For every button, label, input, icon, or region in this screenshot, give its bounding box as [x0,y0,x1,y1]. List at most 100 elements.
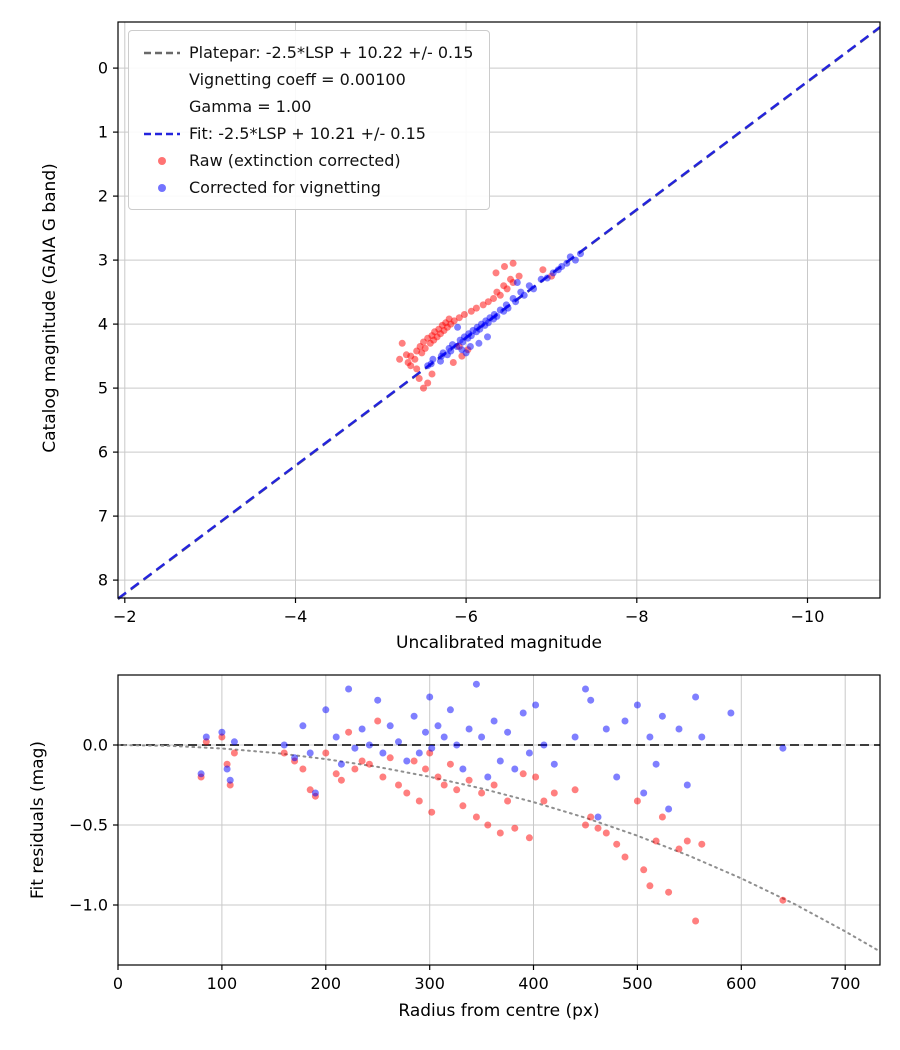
legend-label-raw: Raw (extinction corrected) [189,151,401,170]
scatter-point [517,288,525,296]
scatter-point [415,797,423,805]
plot-1-series-0 [197,717,787,925]
plot-0-frame [117,21,881,599]
scatter-point [484,773,492,781]
scatter-point [501,263,508,270]
plot-0-y-tick-label: 8 [98,571,108,590]
scatter-point [230,749,238,757]
scatter-point [507,275,514,283]
scatter-point [337,776,345,784]
scatter-point [587,696,595,704]
plot-1-x-tick-label: 300 [414,974,445,993]
scatter-point [658,712,666,720]
scatter-point [490,311,498,318]
scatter-point [509,295,517,302]
fit-dashed-line-icon [139,127,185,141]
scatter-point [665,805,673,813]
legend-item-raw: Raw (extinction corrected) [139,147,473,174]
scatter-point [351,744,359,752]
plot-1-ticks: 0 100 200 300 400 500 600 700 0.0 −0.5 −1.0 [69,736,860,994]
scatter-point [513,279,521,286]
scatter-point [422,728,429,736]
scatter-point [415,749,423,757]
plot-0-y-tick-label: 7 [98,507,108,526]
scatter-point [550,789,558,797]
scatter-point [226,776,234,784]
scatter-point [511,824,519,832]
scatter-point [365,760,373,768]
scatter-point [511,765,519,773]
plot-1-series-1 [197,680,787,821]
scatter-point [415,375,423,382]
scatter-point [358,725,366,733]
scatter-point [453,786,461,794]
scatter-point [519,770,527,778]
scatter-point [478,733,486,741]
scatter-point [537,275,545,283]
scatter-point [698,733,706,741]
scatter-point [403,789,411,797]
scatter-point [621,853,629,861]
plot-0-y-tick-label: 2 [98,187,108,206]
scatter-point [395,781,402,789]
scatter-point [467,307,475,315]
scatter-point [587,813,595,821]
scatter-point [779,896,787,904]
scatter-point [230,738,238,746]
scatter-point [490,295,497,302]
plot-1-grid [117,675,880,965]
scatter-point [396,355,404,363]
scatter-point [490,781,498,789]
scatter-point [449,359,457,366]
scatter-point [337,760,345,768]
plot-1-x-tick-label: 100 [207,974,238,993]
scatter-point [280,741,288,749]
plot-1-y-tick-label: −0.5 [69,816,108,835]
scatter-point [675,845,683,853]
plot-1-y-tick-label: −1.0 [69,896,108,915]
scatter-point [602,725,610,733]
scatter-point [226,781,234,789]
scatter-point [594,824,602,832]
legend-label-vignetting-coeff: Vignetting coeff = 0.00100 [189,70,406,89]
plot-1-x-tick-label: 600 [726,974,757,993]
scatter-point [472,304,480,312]
scatter-point [602,829,610,837]
platepar-dashed-line-icon [139,46,185,60]
scatter-point [386,722,394,730]
scatter-point [484,333,491,341]
scatter-point [479,301,487,309]
raw-marker-icon [139,154,185,168]
plot-1: 0 100 200 300 400 500 600 700 0.0 −0.5 −1.0 [69,674,881,994]
scatter-point [490,717,498,725]
scatter-point [358,757,366,765]
scatter-point [311,789,319,797]
scatter-point [398,339,406,347]
scatter-point [465,776,473,784]
scatter-point [540,741,548,749]
scatter-point [519,709,527,717]
scatter-point [525,749,533,757]
plot-1-x-tick-label: 200 [311,974,342,993]
scatter-point [445,315,453,323]
scatter-point [395,738,402,746]
scatter-point [424,379,432,387]
legend-label-corrected: Corrected for vignetting [189,178,381,197]
plot-1-line-vignetting-curve [117,744,881,953]
scatter-point [299,722,307,730]
scatter-point [460,311,468,318]
plot-0-x-tick-label: −2 [113,607,137,626]
scatter-point [525,834,533,842]
scatter-point [683,837,691,845]
scatter-point [525,282,533,290]
scatter-point [478,789,486,797]
scatter-point [379,749,387,757]
plot-0-x-tick-label: −4 [284,607,308,626]
plot-0-x-tick-label: −10 [791,607,825,626]
scatter-point [428,808,436,816]
plot-0-y-tick-label: 3 [98,251,108,270]
scatter-point [550,760,558,768]
scatter-point [202,738,210,746]
scatter-point [306,786,314,794]
